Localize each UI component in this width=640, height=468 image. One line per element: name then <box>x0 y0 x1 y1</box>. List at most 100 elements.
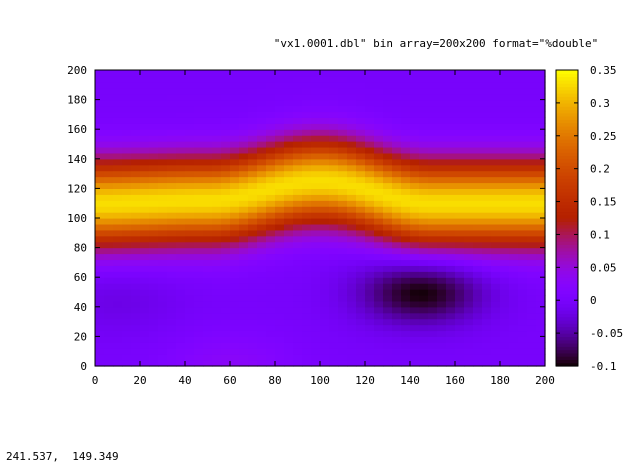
heatmap-cell <box>482 87 492 95</box>
heatmap-cell <box>158 253 168 261</box>
heatmap-cell <box>167 218 177 225</box>
heatmap-cell <box>311 300 321 308</box>
heatmap-cell <box>392 99 402 107</box>
heatmap-cell <box>410 117 420 124</box>
heatmap-cell <box>275 75 285 83</box>
heatmap-cell <box>203 87 213 95</box>
heatmap-cell <box>365 235 375 243</box>
heatmap-cell <box>212 324 222 332</box>
heatmap-cell <box>482 123 492 130</box>
heatmap-cell <box>536 182 546 189</box>
heatmap-cell <box>527 176 537 184</box>
heatmap-cell <box>491 318 501 326</box>
heatmap-cell <box>131 158 141 166</box>
heatmap-cell <box>392 318 402 326</box>
heatmap-cell <box>122 241 132 249</box>
heatmap-cell <box>410 324 420 332</box>
heatmap-cell <box>239 354 249 361</box>
heatmap-cell <box>473 318 483 326</box>
heatmap-cell <box>257 117 267 124</box>
heatmap-cell <box>410 229 420 237</box>
colorbar-segment <box>556 319 578 324</box>
heatmap-cell <box>194 265 204 272</box>
colorbar-segment <box>556 109 578 114</box>
heatmap-cell <box>500 229 510 237</box>
heatmap-cell <box>266 289 276 296</box>
heatmap-cell <box>293 70 303 77</box>
heatmap-cell <box>473 164 483 172</box>
heatmap-cell <box>212 200 222 207</box>
heatmap-cell <box>230 229 240 237</box>
heatmap-cell <box>473 87 483 95</box>
heatmap-cell <box>473 218 483 225</box>
heatmap-cell <box>527 324 537 332</box>
y-tick-label: 40 <box>74 301 87 314</box>
heatmap-cell <box>455 129 465 136</box>
heatmap-cell <box>338 300 348 308</box>
heatmap-cell <box>95 271 105 278</box>
heatmap-cell <box>482 235 492 243</box>
heatmap-cell <box>536 318 546 326</box>
heatmap-cell <box>329 123 339 130</box>
heatmap-cell <box>500 294 510 302</box>
heatmap-cell <box>527 93 537 101</box>
heatmap-cell <box>302 194 312 201</box>
heatmap-cell <box>446 176 456 184</box>
heatmap-cell <box>248 223 258 231</box>
heatmap-cell <box>275 283 285 290</box>
heatmap-cell <box>302 235 312 243</box>
heatmap-cell <box>257 223 267 231</box>
heatmap-cell <box>446 229 456 237</box>
heatmap-cell <box>383 360 393 367</box>
heatmap-cell <box>347 212 357 219</box>
heatmap-cell <box>329 265 339 272</box>
heatmap-cell <box>473 354 483 361</box>
heatmap-cell <box>212 123 222 130</box>
heatmap-cell <box>527 170 537 178</box>
heatmap-cell <box>482 336 492 343</box>
heatmap-cell <box>266 342 276 349</box>
heatmap-cell <box>365 70 375 77</box>
heatmap-cell <box>428 129 438 136</box>
heatmap-cell <box>221 129 231 136</box>
heatmap-cell <box>464 146 474 154</box>
heatmap-cell <box>491 271 501 278</box>
heatmap-cell <box>167 289 177 296</box>
heatmap-area[interactable] <box>95 70 546 367</box>
heatmap-cell <box>230 241 240 249</box>
heatmap-cell <box>356 135 366 142</box>
heatmap-cell <box>347 259 357 266</box>
colorbar-segment <box>556 231 578 236</box>
heatmap-cell <box>176 123 186 130</box>
heatmap-cell <box>185 306 195 314</box>
heatmap-cell <box>158 206 168 213</box>
heatmap-cell <box>158 289 168 296</box>
heatmap-cell <box>239 99 249 107</box>
heatmap-cell <box>536 99 546 107</box>
heatmap-cell <box>500 289 510 296</box>
heatmap-cell <box>293 75 303 83</box>
heatmap-cell <box>518 70 528 77</box>
heatmap-cell <box>383 294 393 302</box>
heatmap-cell <box>527 70 537 77</box>
heatmap-cell <box>113 111 123 118</box>
heatmap-cell <box>536 265 546 272</box>
heatmap-cell <box>464 99 474 107</box>
heatmap-cell <box>149 141 159 148</box>
heatmap-cell <box>104 75 114 83</box>
heatmap-cell <box>293 152 303 160</box>
heatmap-cell <box>455 336 465 343</box>
heatmap-cell <box>410 170 420 178</box>
heatmap-cell <box>158 360 168 367</box>
heatmap-cell <box>473 229 483 237</box>
heatmap-cell <box>383 141 393 148</box>
heatmap-cell <box>338 312 348 320</box>
heatmap-cell <box>230 235 240 243</box>
heatmap-cell <box>455 188 465 195</box>
heatmap-cell <box>194 271 204 278</box>
heatmap-cell <box>275 194 285 201</box>
heatmap-cell <box>365 253 375 261</box>
